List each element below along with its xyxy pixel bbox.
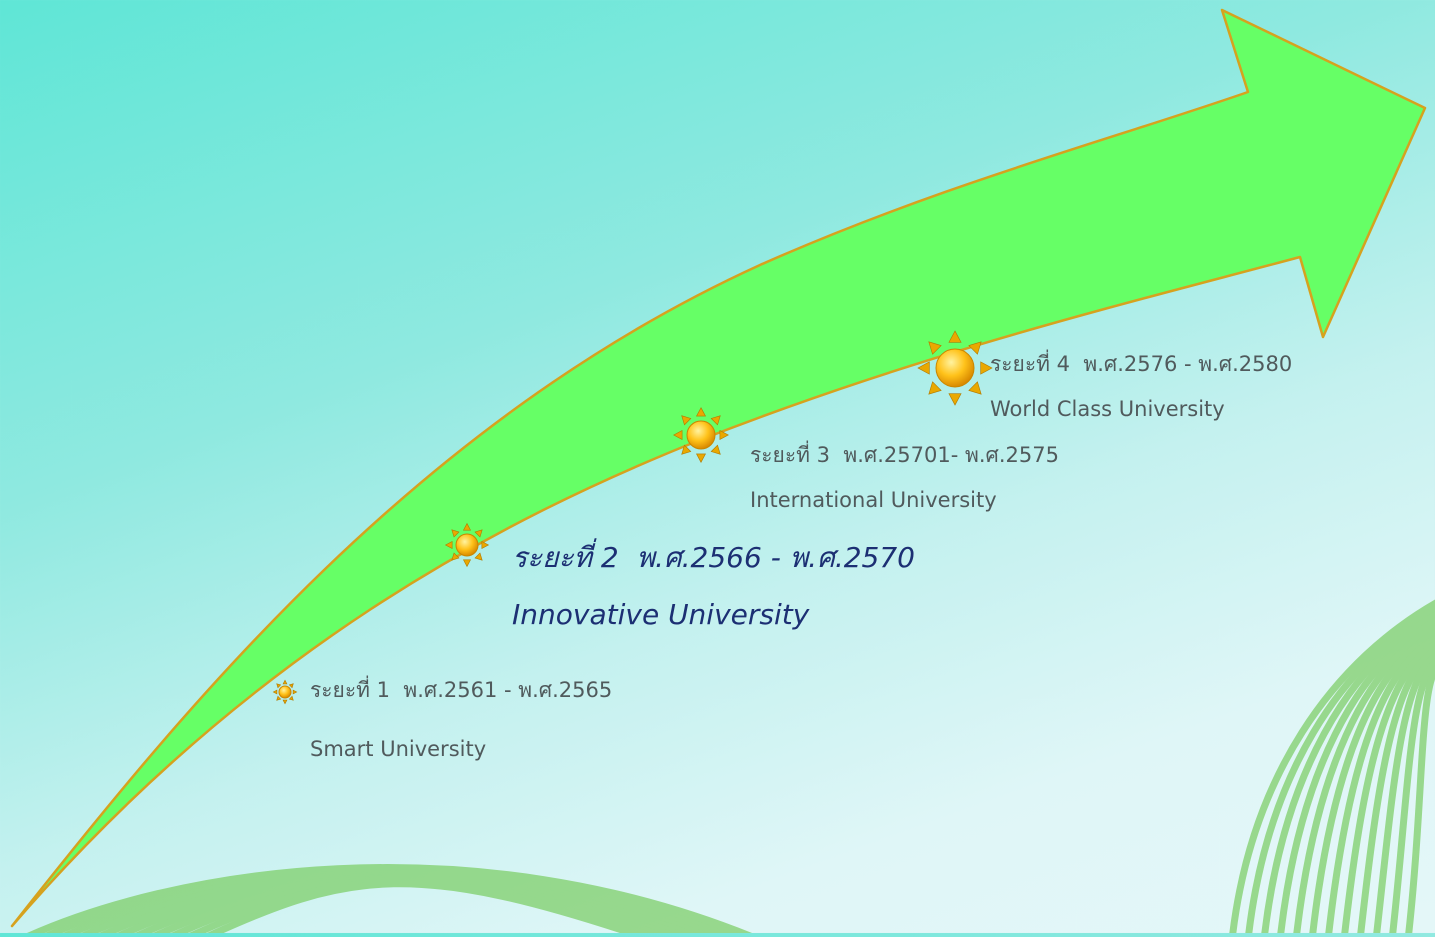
phase-2-name: Innovative University [512,598,810,631]
decorative-curves-bottom [18,864,762,937]
phase-4-label: ระยะที่ 4 พ.ศ.2576 - พ.ศ.2580 World Clas… [990,348,1292,421]
phase-3-stage: ระยะที่ 3 [750,443,831,467]
phase-1-stage: ระยะที่ 1 [310,678,391,702]
sun-icon [673,407,729,463]
phase-4-stage: ระยะที่ 4 [990,352,1071,376]
sun-icon [272,679,298,705]
sun-icon [444,522,490,568]
phase-2-years: พ.ศ.2566 - พ.ศ.2570 [636,541,915,574]
phase-3-label: ระยะที่ 3 พ.ศ.25701- พ.ศ.2575 Internatio… [750,439,1059,512]
growth-arrow [10,8,1427,928]
phase-1-heading: ระยะที่ 1 พ.ศ.2561 - พ.ศ.2565 [310,674,612,707]
phase-2-stage: ระยะที่ 2 [512,541,619,574]
phase-2-label: ระยะที่ 2 พ.ศ.2566 - พ.ศ.2570 Innovative… [512,536,915,631]
phase-1-years: พ.ศ.2561 - พ.ศ.2565 [403,678,613,702]
phase-3-name: International University [750,488,997,512]
phase-2-heading: ระยะที่ 2 พ.ศ.2566 - พ.ศ.2570 [512,536,915,580]
phase-4-name: World Class University [990,397,1225,421]
sun-icon [917,330,993,406]
phase-1-label: ระยะที่ 1 พ.ศ.2561 - พ.ศ.2565 Smart Univ… [310,674,612,761]
phase-4-years: พ.ศ.2576 - พ.ศ.2580 [1083,352,1293,376]
phase-markers [272,330,993,705]
phase-4-heading: ระยะที่ 4 พ.ศ.2576 - พ.ศ.2580 [990,348,1292,381]
phase-1-name: Smart University [310,737,487,761]
phase-3-years: พ.ศ.25701- พ.ศ.2575 [843,443,1059,467]
phase-3-heading: ระยะที่ 3 พ.ศ.25701- พ.ศ.2575 [750,439,1059,472]
decorative-curves-right [1228,599,1435,937]
